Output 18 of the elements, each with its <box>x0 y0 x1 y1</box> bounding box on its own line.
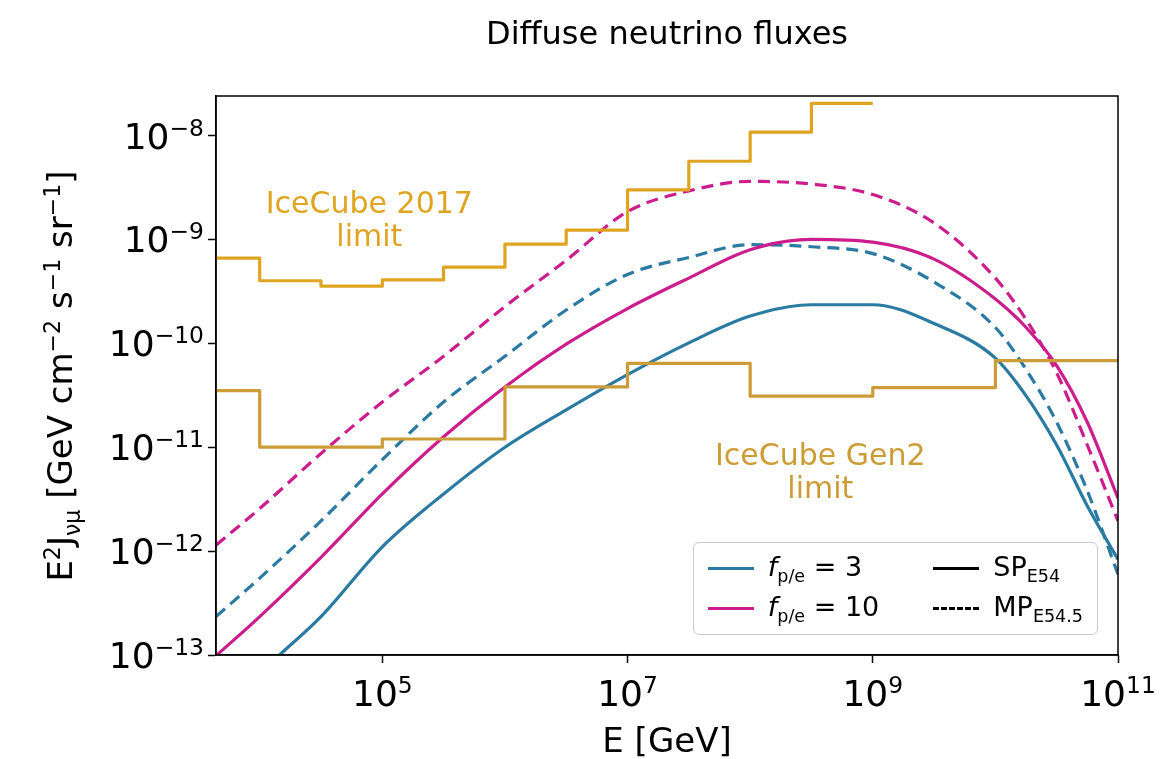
legend-label: f$_{p/e}$ = 3 <box>767 551 864 587</box>
y-tick-label: 10$^{−8}$ <box>123 113 204 157</box>
y-tick-label: 10$^{−11}$ <box>108 424 204 468</box>
y-tick-label: 10$^{−10}$ <box>108 321 204 364</box>
x-tick-label: 10$^{9}$ <box>842 670 904 714</box>
annotation: SP$_{E54}$ <box>993 551 1062 587</box>
x-tick-label: 10$^{5}$ <box>351 670 413 714</box>
chart-title: Diffuse neutrino fluxes <box>485 14 849 53</box>
annotation: MP$_{E54.5}$ <box>993 590 1083 626</box>
y-tick-label: 10$^{−13}$ <box>108 632 204 676</box>
x-tick-label: 10$^{7}$ <box>597 670 658 714</box>
y-tick-label: 10$^{−9}$ <box>123 217 204 261</box>
x-axis-title: E [GeV] <box>602 720 732 759</box>
y-tick-label: 10$^{−12}$ <box>108 528 204 572</box>
annotation: IceCube Gen2 limit <box>715 436 926 505</box>
x-tick-label: 10$^{11}$ <box>1080 670 1156 714</box>
legend-label: f$_{p/e}$ = 10 <box>767 590 880 626</box>
annotation: IceCube 2017 limit <box>265 184 473 253</box>
